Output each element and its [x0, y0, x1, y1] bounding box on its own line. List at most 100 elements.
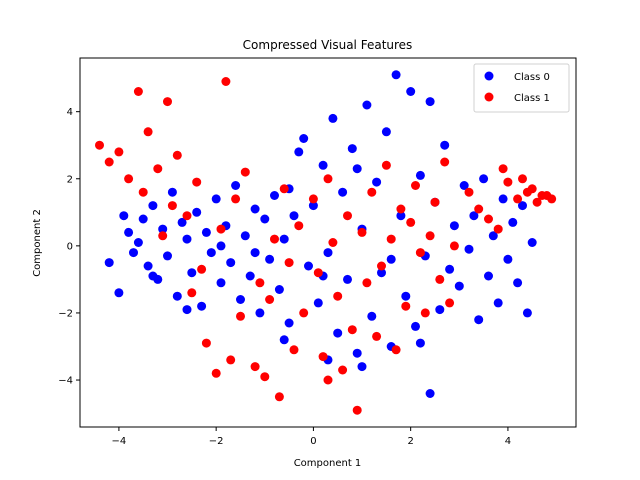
plot-frame: [79, 57, 577, 428]
point-class-1-35: [323, 174, 333, 184]
point-class-1-24: [265, 295, 275, 304]
point-class-0-39: [299, 134, 309, 143]
point-class-0-6: [138, 214, 148, 224]
point-class-1-64: [484, 214, 493, 224]
point-class-1-63: [474, 204, 484, 214]
legend-marker-class-0: [484, 71, 494, 81]
point-class-1-28: [284, 258, 294, 268]
point-class-1-4: [133, 87, 143, 96]
point-class-1-77: [187, 288, 197, 298]
point-class-0-24: [226, 258, 236, 268]
point-class-0-72: [454, 281, 464, 291]
point-class-1-49: [391, 345, 401, 355]
x-tick-label: −2: [209, 436, 224, 447]
point-class-0-66: [425, 389, 435, 398]
point-class-1-47: [381, 160, 391, 170]
point-class-1-2: [114, 147, 124, 157]
point-class-1-61: [449, 241, 459, 251]
point-class-1-79: [323, 375, 333, 385]
point-class-0-76: [474, 315, 484, 325]
point-class-1-11: [182, 211, 192, 221]
point-class-1-8: [163, 97, 172, 107]
point-class-1-51: [401, 301, 411, 311]
point-class-1-5: [138, 187, 148, 197]
point-class-1-42: [357, 227, 367, 237]
point-class-1-33: [313, 268, 323, 278]
point-class-1-37: [333, 291, 343, 301]
point-class-1-46: [377, 261, 386, 271]
point-class-1-25: [270, 234, 279, 244]
point-class-1-15: [211, 368, 221, 378]
point-class-1-10: [172, 150, 182, 160]
x-axis-label: Component 1: [294, 458, 362, 469]
point-class-0-55: [377, 268, 386, 278]
point-class-0-33: [270, 191, 279, 200]
point-class-0-90: [216, 241, 226, 251]
point-class-1-32: [308, 194, 318, 204]
point-class-0-82: [503, 254, 513, 264]
point-class-0-81: [498, 194, 508, 204]
point-class-0-99: [279, 335, 289, 345]
point-class-1-21: [240, 167, 250, 177]
point-class-0-21: [211, 194, 221, 204]
point-class-1-48: [386, 234, 396, 244]
point-class-1-78: [255, 278, 265, 288]
y-tick-label: 0: [67, 241, 73, 252]
point-class-1-26: [274, 392, 284, 402]
point-class-0-3: [124, 227, 134, 237]
point-class-0-34: [274, 285, 284, 294]
point-class-0-25: [231, 181, 241, 190]
point-class-1-40: [347, 325, 357, 335]
point-class-0-14: [177, 217, 187, 227]
point-class-0-58: [391, 70, 401, 80]
point-class-1-58: [435, 274, 445, 284]
legend-label-class-0: Class 0: [514, 72, 550, 83]
point-class-0-5: [133, 238, 143, 247]
point-class-1-60: [445, 298, 455, 308]
point-class-1-76: [158, 231, 168, 241]
point-class-0-16: [187, 268, 197, 278]
point-class-0-70: [445, 264, 455, 274]
point-class-0-19: [201, 227, 211, 237]
point-class-0-40: [304, 261, 313, 271]
y-tick-label: 4: [67, 107, 73, 118]
point-class-0-10: [158, 224, 168, 234]
x-tick-label: −4: [112, 436, 127, 447]
legend: Class 0 Class 1: [473, 63, 570, 113]
point-class-0-84: [513, 278, 523, 288]
point-class-0-44: [323, 248, 333, 258]
point-class-1-43: [362, 278, 372, 288]
point-class-1-44: [367, 187, 377, 197]
points-layer: [95, 70, 557, 415]
y-tick-label: −4: [58, 376, 73, 387]
point-class-0-85: [518, 201, 527, 211]
legend-marker-class-1: [484, 92, 494, 102]
point-class-1-68: [513, 194, 523, 204]
point-class-0-59: [396, 211, 406, 221]
point-class-1-6: [143, 127, 153, 137]
point-class-1-30: [294, 221, 304, 231]
point-class-1-0: [95, 140, 104, 150]
point-class-1-65: [493, 224, 503, 234]
point-class-1-31: [299, 308, 309, 318]
point-class-0-53: [367, 311, 377, 321]
point-class-1-53: [411, 181, 420, 190]
point-class-1-16: [216, 224, 226, 234]
point-class-0-46: [333, 328, 343, 338]
point-class-0-61: [406, 87, 416, 96]
point-class-1-13: [197, 264, 207, 274]
point-class-0-42: [313, 298, 323, 308]
point-class-1-12: [192, 177, 202, 187]
point-class-0-12: [167, 187, 177, 197]
point-class-1-57: [430, 197, 440, 207]
point-class-1-71: [527, 184, 537, 194]
point-class-1-1: [104, 157, 114, 167]
point-class-0-48: [343, 274, 352, 284]
point-class-0-79: [488, 231, 498, 241]
point-class-1-9: [167, 201, 177, 211]
point-class-0-7: [143, 261, 153, 271]
point-class-0-89: [182, 305, 192, 315]
point-class-0-80: [493, 298, 503, 308]
point-class-1-22: [250, 362, 260, 372]
